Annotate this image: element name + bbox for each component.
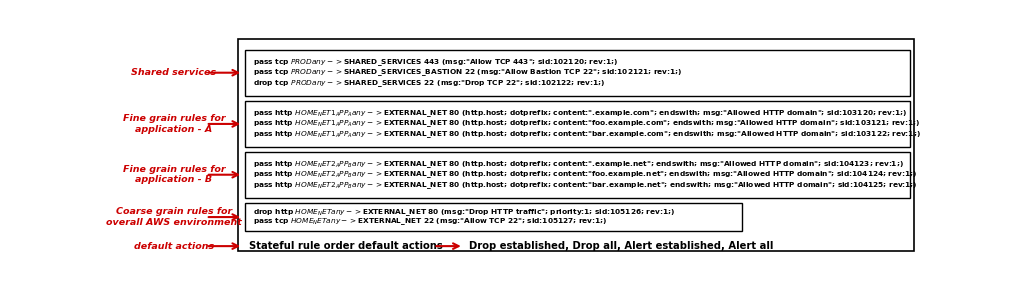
Text: pass http $HOME_NET1_APP_A any -> $EXTERNAL_NET 80 (http.host; dotprefix; conten: pass http $HOME_NET1_APP_A any -> $EXTER… — [253, 108, 907, 119]
Text: drop http $HOME_NET any -> $EXTERNAL_NET 80 (msg:"Drop HTTP traffic"; priority:1: drop http $HOME_NET any -> $EXTERNAL_NET… — [253, 207, 676, 217]
Text: drop tcp $PROD any -> $SHARED_SERVICES 22 (msg:"Drop TCP 22"; sid:102122; rev:1;: drop tcp $PROD any -> $SHARED_SERVICES 2… — [253, 78, 605, 89]
Text: pass http $HOME_NET2_APP_B any -> $EXTERNAL_NET 80 (http.host; dotprefix; conten: pass http $HOME_NET2_APP_B any -> $EXTER… — [253, 180, 919, 191]
Text: Shared services: Shared services — [131, 68, 217, 77]
Text: Drop established, Drop all, Alert established, Alert all: Drop established, Drop all, Alert establ… — [469, 241, 773, 251]
Text: default actions: default actions — [134, 242, 214, 251]
Text: pass http $HOME_NET2_APP_B any -> $EXTERNAL_NET 80 (http.host; dotprefix; conten: pass http $HOME_NET2_APP_B any -> $EXTER… — [253, 169, 918, 180]
FancyBboxPatch shape — [246, 101, 910, 147]
Text: Fine grain rules for
application - B: Fine grain rules for application - B — [123, 165, 225, 184]
Text: pass tcp $HOME_NET any -> $EXTERNAL_NET 22 (msg:"Allow TCP 22"; sid:105127; rev:: pass tcp $HOME_NET any -> $EXTERNAL_NET … — [253, 216, 608, 227]
Text: pass tcp $PROD any -> $SHARED_SERVICES_BASTION 22 (msg:"Allow Bastion TCP 22"; s: pass tcp $PROD any -> $SHARED_SERVICES_B… — [253, 67, 683, 78]
Text: pass http $HOME_NET1_APP_A any -> $EXTERNAL_NET 80 (http.host; dotprefix; conten: pass http $HOME_NET1_APP_A any -> $EXTER… — [253, 118, 921, 129]
Text: pass tcp $PROD any -> $SHARED_SERVICES 443 (msg:"Allow TCP 443"; sid:102120; rev: pass tcp $PROD any -> $SHARED_SERVICES 4… — [253, 57, 618, 68]
Text: pass http $HOME_NET1_APP_A any -> $EXTERNAL_NET 80 (http.host; dotprefix; conten: pass http $HOME_NET1_APP_A any -> $EXTER… — [253, 129, 922, 140]
Text: pass http $HOME_NET2_APP_B any -> $EXTERNAL_NET 80 (http.host; dotprefix; conten: pass http $HOME_NET2_APP_B any -> $EXTER… — [253, 159, 904, 170]
Text: Stateful rule order default actions: Stateful rule order default actions — [249, 241, 442, 251]
Text: Coarse grain rules for
overall AWS environment: Coarse grain rules for overall AWS envir… — [106, 207, 242, 227]
FancyBboxPatch shape — [246, 152, 910, 198]
Text: Fine grain rules for
application - A: Fine grain rules for application - A — [123, 114, 225, 134]
FancyBboxPatch shape — [246, 50, 910, 96]
FancyBboxPatch shape — [246, 203, 742, 231]
